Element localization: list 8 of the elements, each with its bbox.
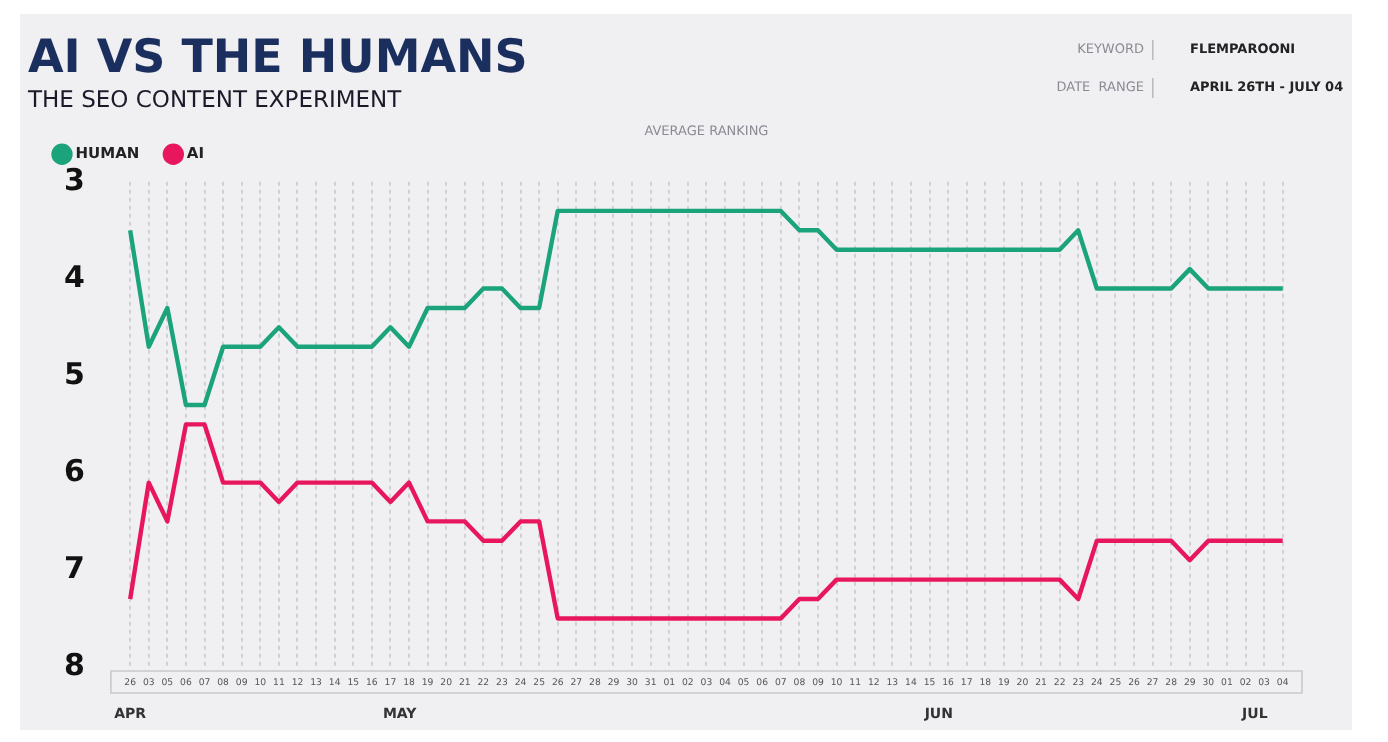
y-tick-label: 8 xyxy=(64,646,85,683)
y-tick-label: 3 xyxy=(64,161,85,198)
y-tick-label: 4 xyxy=(64,258,85,295)
y-tick-label: 6 xyxy=(64,452,85,489)
chart-title: AI VS THE HUMANS xyxy=(28,31,528,84)
y-tick-label: 7 xyxy=(64,549,85,586)
y-tick-label: 5 xyxy=(64,355,85,392)
chart-subtitle: THE SEO CONTENT EXPERIMENT xyxy=(26,84,404,113)
